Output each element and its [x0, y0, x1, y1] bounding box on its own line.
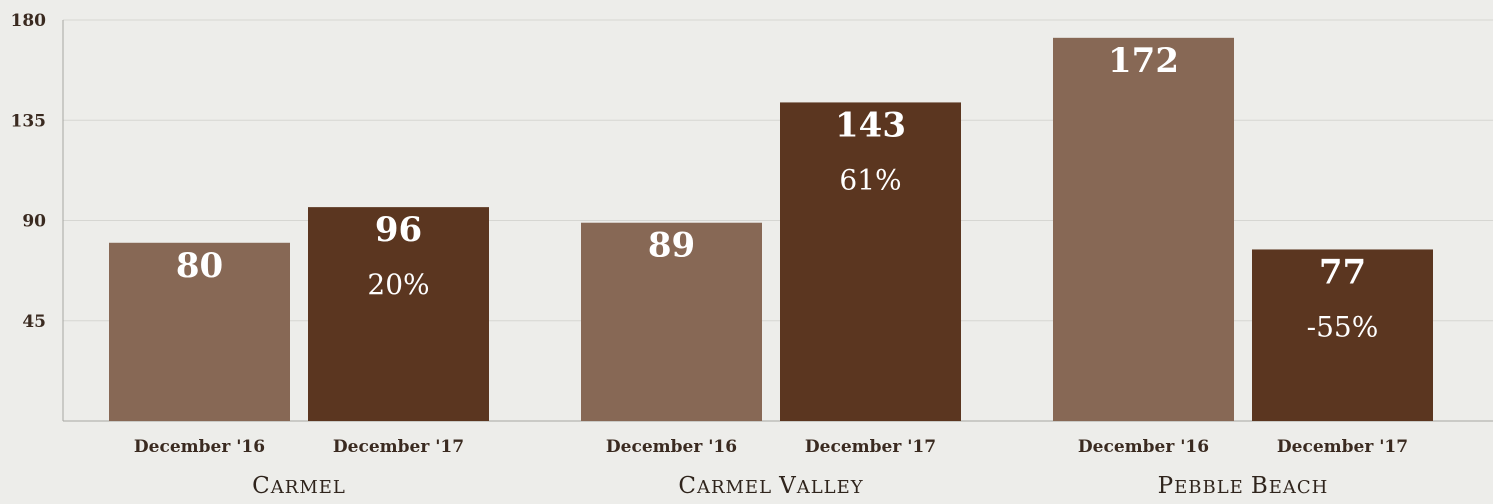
- x-category-label: December '16: [606, 437, 737, 457]
- bar-percent-change-label: 20%: [367, 268, 429, 301]
- y-tick-label: 45: [22, 312, 46, 332]
- x-category-label: December '17: [333, 437, 464, 457]
- bar-dec17: [308, 207, 489, 421]
- bar-dec17: [780, 102, 961, 421]
- bar-percent-change-label: -55%: [1307, 310, 1379, 343]
- bar-dec17: [1252, 249, 1433, 421]
- bar-value-label: 172: [1108, 41, 1179, 81]
- group-label: PEBBLE BEACH: [1158, 473, 1329, 499]
- bar-value-label: 143: [835, 105, 906, 145]
- bar-value-label: 89: [648, 226, 695, 266]
- group-label: CARMEL VALLEY: [678, 473, 863, 499]
- bar-dec16: [109, 242, 290, 421]
- bar-value-label: 77: [1319, 252, 1366, 292]
- y-tick-label: 90: [22, 212, 46, 232]
- y-tick-label: 180: [11, 11, 47, 31]
- x-category-label: December '17: [1277, 437, 1408, 457]
- x-category-label: December '17: [805, 437, 936, 457]
- bar-value-label: 96: [375, 210, 422, 250]
- bar-percent-change-label: 61%: [839, 163, 901, 196]
- bar-dec16: [581, 222, 762, 421]
- x-category-label: December '16: [134, 437, 265, 457]
- group-label: CARMEL: [252, 473, 346, 499]
- y-tick-label: 135: [11, 111, 47, 131]
- bar-value-label: 80: [176, 246, 223, 286]
- bar-dec16: [1053, 37, 1234, 421]
- x-category-label: December '16: [1078, 437, 1209, 457]
